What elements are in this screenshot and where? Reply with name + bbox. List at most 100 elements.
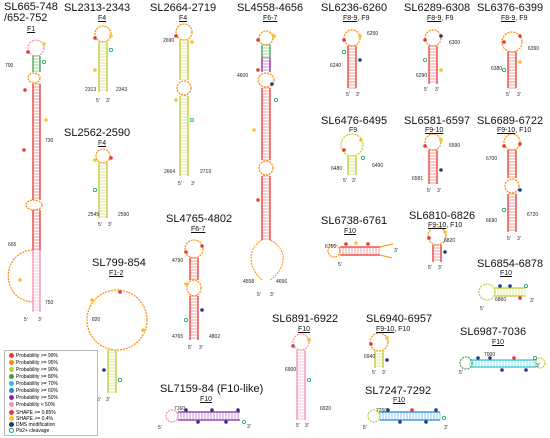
reactivity-marker xyxy=(342,38,346,42)
reactivity-marker xyxy=(44,118,48,122)
position-label: 6940 xyxy=(364,354,376,360)
legend: Probability >= 99% Probability >= 95% Pr… xyxy=(4,350,98,436)
loop xyxy=(257,72,275,88)
position-label: 7000 xyxy=(484,352,496,358)
reactivity-marker xyxy=(488,356,492,360)
title-sl6689: SL6689-6722 xyxy=(477,115,544,127)
position-label: 5' xyxy=(24,317,28,323)
position-label: 5' xyxy=(96,98,100,104)
title-sl2664: SL2664-2719 xyxy=(150,2,217,14)
position-label: 6920 xyxy=(320,406,332,412)
position-label: 5' xyxy=(97,397,101,403)
loop xyxy=(27,72,41,84)
reactivity-marker xyxy=(26,50,30,54)
reactivity-marker xyxy=(174,34,178,38)
position-label: 5' xyxy=(372,370,376,376)
title-sl6891: SL6891-6922 xyxy=(272,313,339,325)
loop xyxy=(27,39,45,57)
pb-cleavage-marker xyxy=(306,377,311,382)
legend-swatch xyxy=(9,402,14,408)
position-label: 3' xyxy=(108,222,112,228)
reactivity-marker xyxy=(184,408,188,412)
fragment-sl6940: F9-10, F10 xyxy=(376,326,411,333)
legend-prob-60: Probability >= 60% xyxy=(9,388,58,394)
title-sl7247: SL7247-7292 xyxy=(365,385,432,397)
loop xyxy=(7,249,34,303)
position-label: 3' xyxy=(106,98,110,104)
position-label: 2545 xyxy=(88,212,100,218)
reactivity-marker xyxy=(256,68,260,72)
legend-prob-50: Probability >= 50% xyxy=(9,395,58,401)
title-sl6289: SL6289-6308 xyxy=(404,2,471,14)
position-label: 3' xyxy=(191,181,195,187)
loop xyxy=(367,409,381,423)
reactivity-marker xyxy=(358,58,362,62)
title-sl6738: SL6738-6761 xyxy=(321,215,388,227)
loop xyxy=(258,30,274,46)
loop xyxy=(478,283,496,301)
reactivity-marker xyxy=(385,358,389,362)
reactivity-marker xyxy=(118,290,122,294)
loop xyxy=(424,29,442,47)
position-label: 6590 xyxy=(449,143,461,149)
position-label: 5' xyxy=(428,265,432,271)
loop xyxy=(340,133,364,157)
reactivity-marker xyxy=(18,278,22,282)
title-sl6987: SL6987-7036 xyxy=(460,326,527,338)
position-label: 5' xyxy=(188,345,192,351)
reactivity-marker xyxy=(439,138,443,142)
loop xyxy=(165,409,179,423)
legend-swatch xyxy=(9,367,14,373)
position-label: 700 xyxy=(5,63,14,69)
reactivity-marker xyxy=(174,98,178,102)
loop xyxy=(184,239,204,259)
reactivity-marker xyxy=(109,34,113,38)
position-label: 3' xyxy=(270,292,274,298)
reactivity-marker xyxy=(93,36,97,40)
position-label: 3' xyxy=(199,345,203,351)
legend-prob-99: Probability >= 99% xyxy=(9,353,58,359)
reactivity-marker xyxy=(443,230,447,234)
loop xyxy=(327,244,341,258)
fragment-sl6738: F10 xyxy=(344,228,357,235)
position-label: 6581 xyxy=(412,176,424,182)
legend-swatch xyxy=(9,388,14,394)
fragment-sl4558: F6-7 xyxy=(263,15,278,22)
loop xyxy=(424,133,442,151)
reactivity-marker xyxy=(508,284,512,288)
shape-high-dot-icon xyxy=(9,410,14,416)
position-label: 2343 xyxy=(116,87,128,93)
position-label: 750 xyxy=(45,300,54,306)
position-label: 3' xyxy=(247,424,251,430)
reactivity-marker xyxy=(190,40,194,44)
position-label: 5' xyxy=(480,306,484,312)
pb-cleavage-marker xyxy=(341,50,346,55)
position-label: 4790 xyxy=(172,258,184,264)
position-label: 6390 xyxy=(528,46,540,52)
legend-swatch xyxy=(9,381,14,387)
position-label: 6380 xyxy=(491,66,503,72)
position-label: 4802 xyxy=(209,334,221,340)
position-label: 6720 xyxy=(527,212,539,218)
position-label: 2664 xyxy=(164,169,176,175)
loop xyxy=(25,199,43,211)
fragment-sl665: F1 xyxy=(27,26,36,33)
position-label: 3' xyxy=(536,363,540,369)
position-label: 5' xyxy=(257,292,261,298)
reactivity-marker xyxy=(344,242,348,246)
position-label: 6240 xyxy=(330,63,342,69)
loop xyxy=(186,279,202,297)
strand xyxy=(379,254,393,259)
loop xyxy=(94,25,112,43)
reactivity-marker xyxy=(256,38,260,42)
pb-cleavage-marker xyxy=(42,60,47,65)
position-label: 6690 xyxy=(486,218,498,224)
reactivity-marker xyxy=(200,308,204,312)
reactivity-marker xyxy=(423,144,427,148)
title-sl2313: SL2313-2343 xyxy=(64,2,131,14)
position-label: 5' xyxy=(98,222,102,228)
reactivity-marker xyxy=(272,34,276,38)
loop xyxy=(369,332,389,352)
pb-cleavage-marker xyxy=(524,283,529,288)
